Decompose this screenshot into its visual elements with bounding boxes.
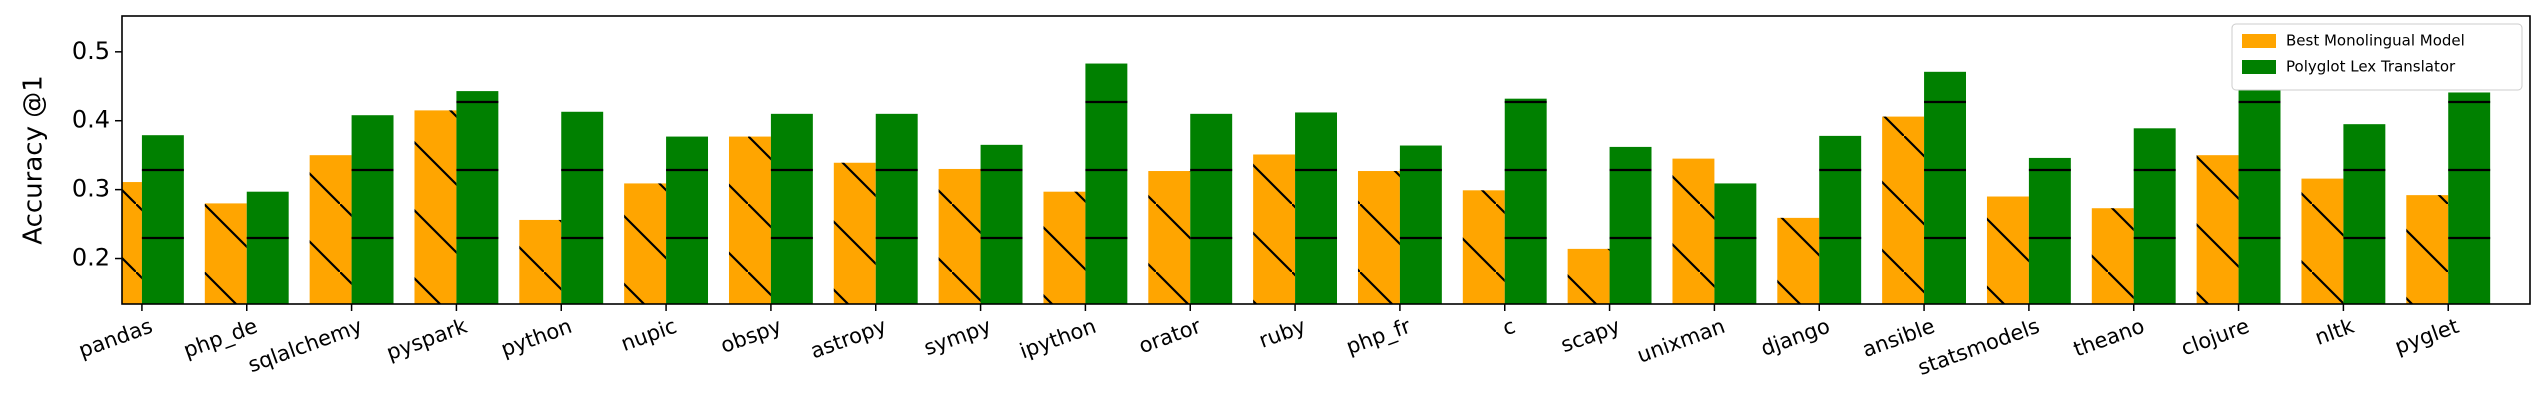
bar-hatch	[1043, 191, 1086, 304]
bar-hatch	[2406, 195, 2449, 304]
bar-hatch	[1295, 112, 1338, 304]
legend-box	[2231, 23, 2523, 91]
y-tick-label: 0.5	[72, 37, 110, 65]
bar-hatch	[728, 136, 771, 304]
x-tick-label: python	[498, 314, 575, 362]
bar-hatch	[1190, 113, 1233, 304]
x-tick-label: pyglet	[2392, 314, 2462, 359]
bar-hatch	[1609, 146, 1652, 304]
bar-hatch	[246, 191, 289, 304]
bar-hatch	[2133, 128, 2176, 304]
bar-hatch	[875, 113, 918, 304]
legend-swatch-hatch	[2242, 60, 2276, 74]
bar-hatch	[1253, 154, 1296, 304]
x-tick-label: php_fr	[1343, 314, 1414, 360]
bar-hatch	[770, 113, 813, 304]
bar-hatch	[2091, 208, 2134, 304]
bar-hatch	[204, 203, 247, 304]
x-tick-label: statsmodels	[1915, 314, 2043, 380]
bar-hatch	[980, 144, 1023, 304]
bar-hatch	[414, 110, 457, 304]
bar-hatch	[1399, 145, 1442, 304]
x-tick-label: clojure	[2178, 314, 2252, 361]
bar-hatch	[519, 219, 562, 304]
bar-hatch	[2028, 157, 2071, 304]
x-tick-label: sqlalchemy	[245, 314, 365, 377]
bar-hatch	[1085, 63, 1128, 304]
y-tick-label: 0.4	[72, 106, 110, 134]
bar-hatch	[309, 155, 352, 304]
bar-hatch	[2343, 124, 2386, 304]
bar-hatch	[351, 115, 394, 304]
bar-hatch	[1986, 196, 2029, 304]
bar-hatch	[1148, 171, 1191, 304]
x-tick-label: nltk	[2312, 313, 2358, 349]
bar-hatch	[1714, 183, 1757, 304]
bar-hatch	[2196, 155, 2239, 304]
bar-hatch	[141, 135, 184, 304]
x-tick-label: sympy	[921, 314, 995, 360]
y-tick-label: 0.3	[72, 175, 110, 203]
x-tick-label: nupic	[618, 314, 680, 356]
bar-hatch	[624, 183, 667, 304]
bars	[122, 63, 2491, 304]
x-tick-label: ruby	[1256, 314, 1309, 353]
bar-hatch	[2448, 92, 2491, 304]
bar-hatch	[1882, 116, 1925, 304]
x-tick-label: orator	[1136, 314, 1205, 359]
plot-frame	[121, 15, 2531, 305]
x-tick-label: ipython	[1016, 314, 1099, 364]
bar-hatch	[1924, 71, 1967, 304]
bar-hatch	[1819, 135, 1862, 304]
x-tick-label: django	[1758, 314, 1833, 361]
x-tick-label: pyspark	[383, 314, 471, 365]
x-tick-label: theano	[2070, 314, 2147, 362]
bar-hatch	[1567, 248, 1610, 304]
x-tick-label: pandas	[75, 314, 155, 363]
bar-hatch	[1462, 190, 1505, 304]
bar-hatch	[1777, 217, 1820, 304]
bar-hatch	[1504, 98, 1547, 304]
bar-hatch	[666, 136, 709, 304]
y-axis-label: Accuracy @1	[19, 75, 49, 245]
bar-hatch	[456, 91, 499, 304]
x-tick-label: c	[1499, 314, 1518, 341]
bar-hatch	[122, 182, 142, 304]
bar-hatch	[1672, 158, 1715, 304]
x-tick-label: obspy	[717, 314, 784, 358]
bar-hatch	[561, 111, 604, 304]
x-tick-label: unixman	[1634, 314, 1728, 368]
x-tick-label: scapy	[1558, 314, 1624, 357]
bar-hatch	[2301, 178, 2344, 304]
bar-hatch	[833, 162, 876, 304]
bar-hatch	[1357, 171, 1400, 304]
y-tick-label: 0.2	[72, 244, 110, 272]
legend-label: Polyglot Lex Translator	[2286, 58, 2456, 76]
legend-swatch-hatch	[2242, 34, 2276, 48]
x-tick-label: astropy	[807, 314, 889, 364]
bar-hatch	[938, 168, 981, 304]
bar-hatch	[2238, 89, 2281, 304]
legend-label: Best Monolingual Model	[2286, 32, 2465, 50]
